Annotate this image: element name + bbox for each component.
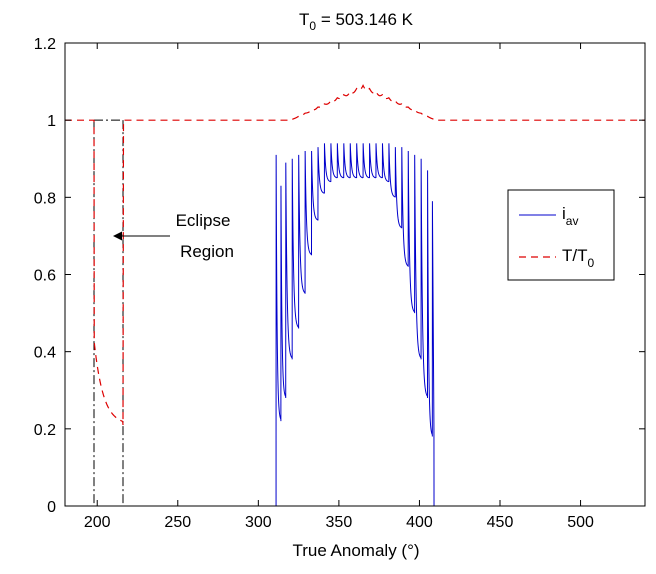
legend-label-iav: iav <box>562 204 578 228</box>
x-tick-label: 450 <box>487 514 514 531</box>
annotation-line1: Eclipse <box>176 211 231 230</box>
eclipse-annotation: Eclipse Region <box>113 211 234 261</box>
legend: iav T/T0 <box>507 189 615 281</box>
legend-label-temp: T/T0 <box>562 246 595 270</box>
svg-text:T0 = 503.146 K: T0 = 503.146 K <box>299 10 414 33</box>
y-tick-label: 0.2 <box>34 422 56 439</box>
series-current <box>65 143 645 507</box>
axis-ticks: 200 250 300 350 400 450 500 0 0.2 0.4 0.6 0.8 1 1.2 <box>34 36 646 531</box>
x-tick-label: 400 <box>406 514 433 531</box>
x-tick-label: 350 <box>326 514 353 531</box>
chart-title: T0 = 503.146 K <box>299 10 414 33</box>
title-rest: = 503.146 K <box>316 10 414 29</box>
x-tick-label: 200 <box>84 514 111 531</box>
series-layer <box>65 84 645 507</box>
y-tick-label: 0 <box>47 499 56 516</box>
title-subscript: 0 <box>309 19 316 33</box>
legend-box <box>507 189 615 281</box>
title-main: T <box>299 10 309 29</box>
annotation-arrowhead <box>113 231 122 241</box>
x-tick-label: 300 <box>245 514 272 531</box>
annotation-line2: Region <box>180 242 234 261</box>
x-tick-label: 250 <box>164 514 191 531</box>
y-tick-label: 1.2 <box>34 36 56 53</box>
y-tick-label: 1 <box>47 113 56 130</box>
y-tick-label: 0.6 <box>34 268 56 285</box>
y-tick-label: 0.8 <box>34 190 56 207</box>
x-tick-label: 500 <box>567 514 594 531</box>
x-axis-label: True Anomaly (°) <box>292 541 419 560</box>
series-temperature-ratio <box>65 84 645 426</box>
y-tick-label: 0.4 <box>34 345 56 362</box>
